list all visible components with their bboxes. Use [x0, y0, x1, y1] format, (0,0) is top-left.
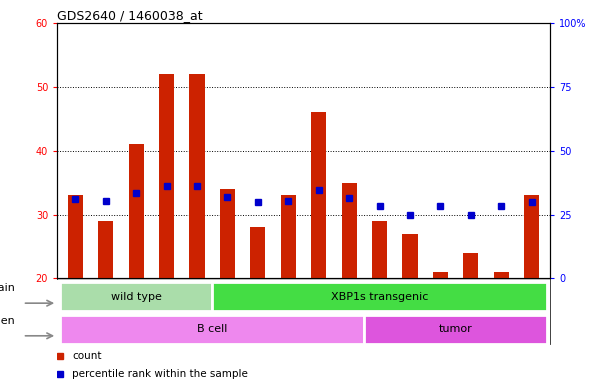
- Text: strain: strain: [0, 283, 15, 293]
- Bar: [463, 253, 478, 278]
- Text: GDS2640 / 1460038_at: GDS2640 / 1460038_at: [57, 9, 203, 22]
- Text: percentile rank within the sample: percentile rank within the sample: [72, 369, 248, 379]
- Bar: [403, 234, 418, 278]
- Bar: [281, 195, 296, 278]
- Bar: [364, 314, 547, 344]
- Bar: [311, 113, 326, 278]
- Bar: [189, 74, 204, 278]
- Bar: [220, 189, 235, 278]
- Bar: [98, 221, 114, 278]
- Bar: [524, 195, 539, 278]
- Bar: [493, 272, 509, 278]
- Bar: [341, 183, 357, 278]
- Bar: [159, 74, 174, 278]
- Text: wild type: wild type: [111, 291, 162, 302]
- Text: XBP1s transgenic: XBP1s transgenic: [331, 291, 429, 302]
- Bar: [212, 282, 547, 311]
- Bar: [250, 227, 266, 278]
- Bar: [60, 282, 212, 311]
- Bar: [60, 314, 364, 344]
- Text: specimen: specimen: [0, 316, 15, 326]
- Text: B cell: B cell: [197, 324, 227, 334]
- Bar: [372, 221, 387, 278]
- Bar: [129, 144, 144, 278]
- Bar: [68, 195, 83, 278]
- Text: tumor: tumor: [439, 324, 472, 334]
- Text: count: count: [72, 351, 102, 361]
- Bar: [433, 272, 448, 278]
